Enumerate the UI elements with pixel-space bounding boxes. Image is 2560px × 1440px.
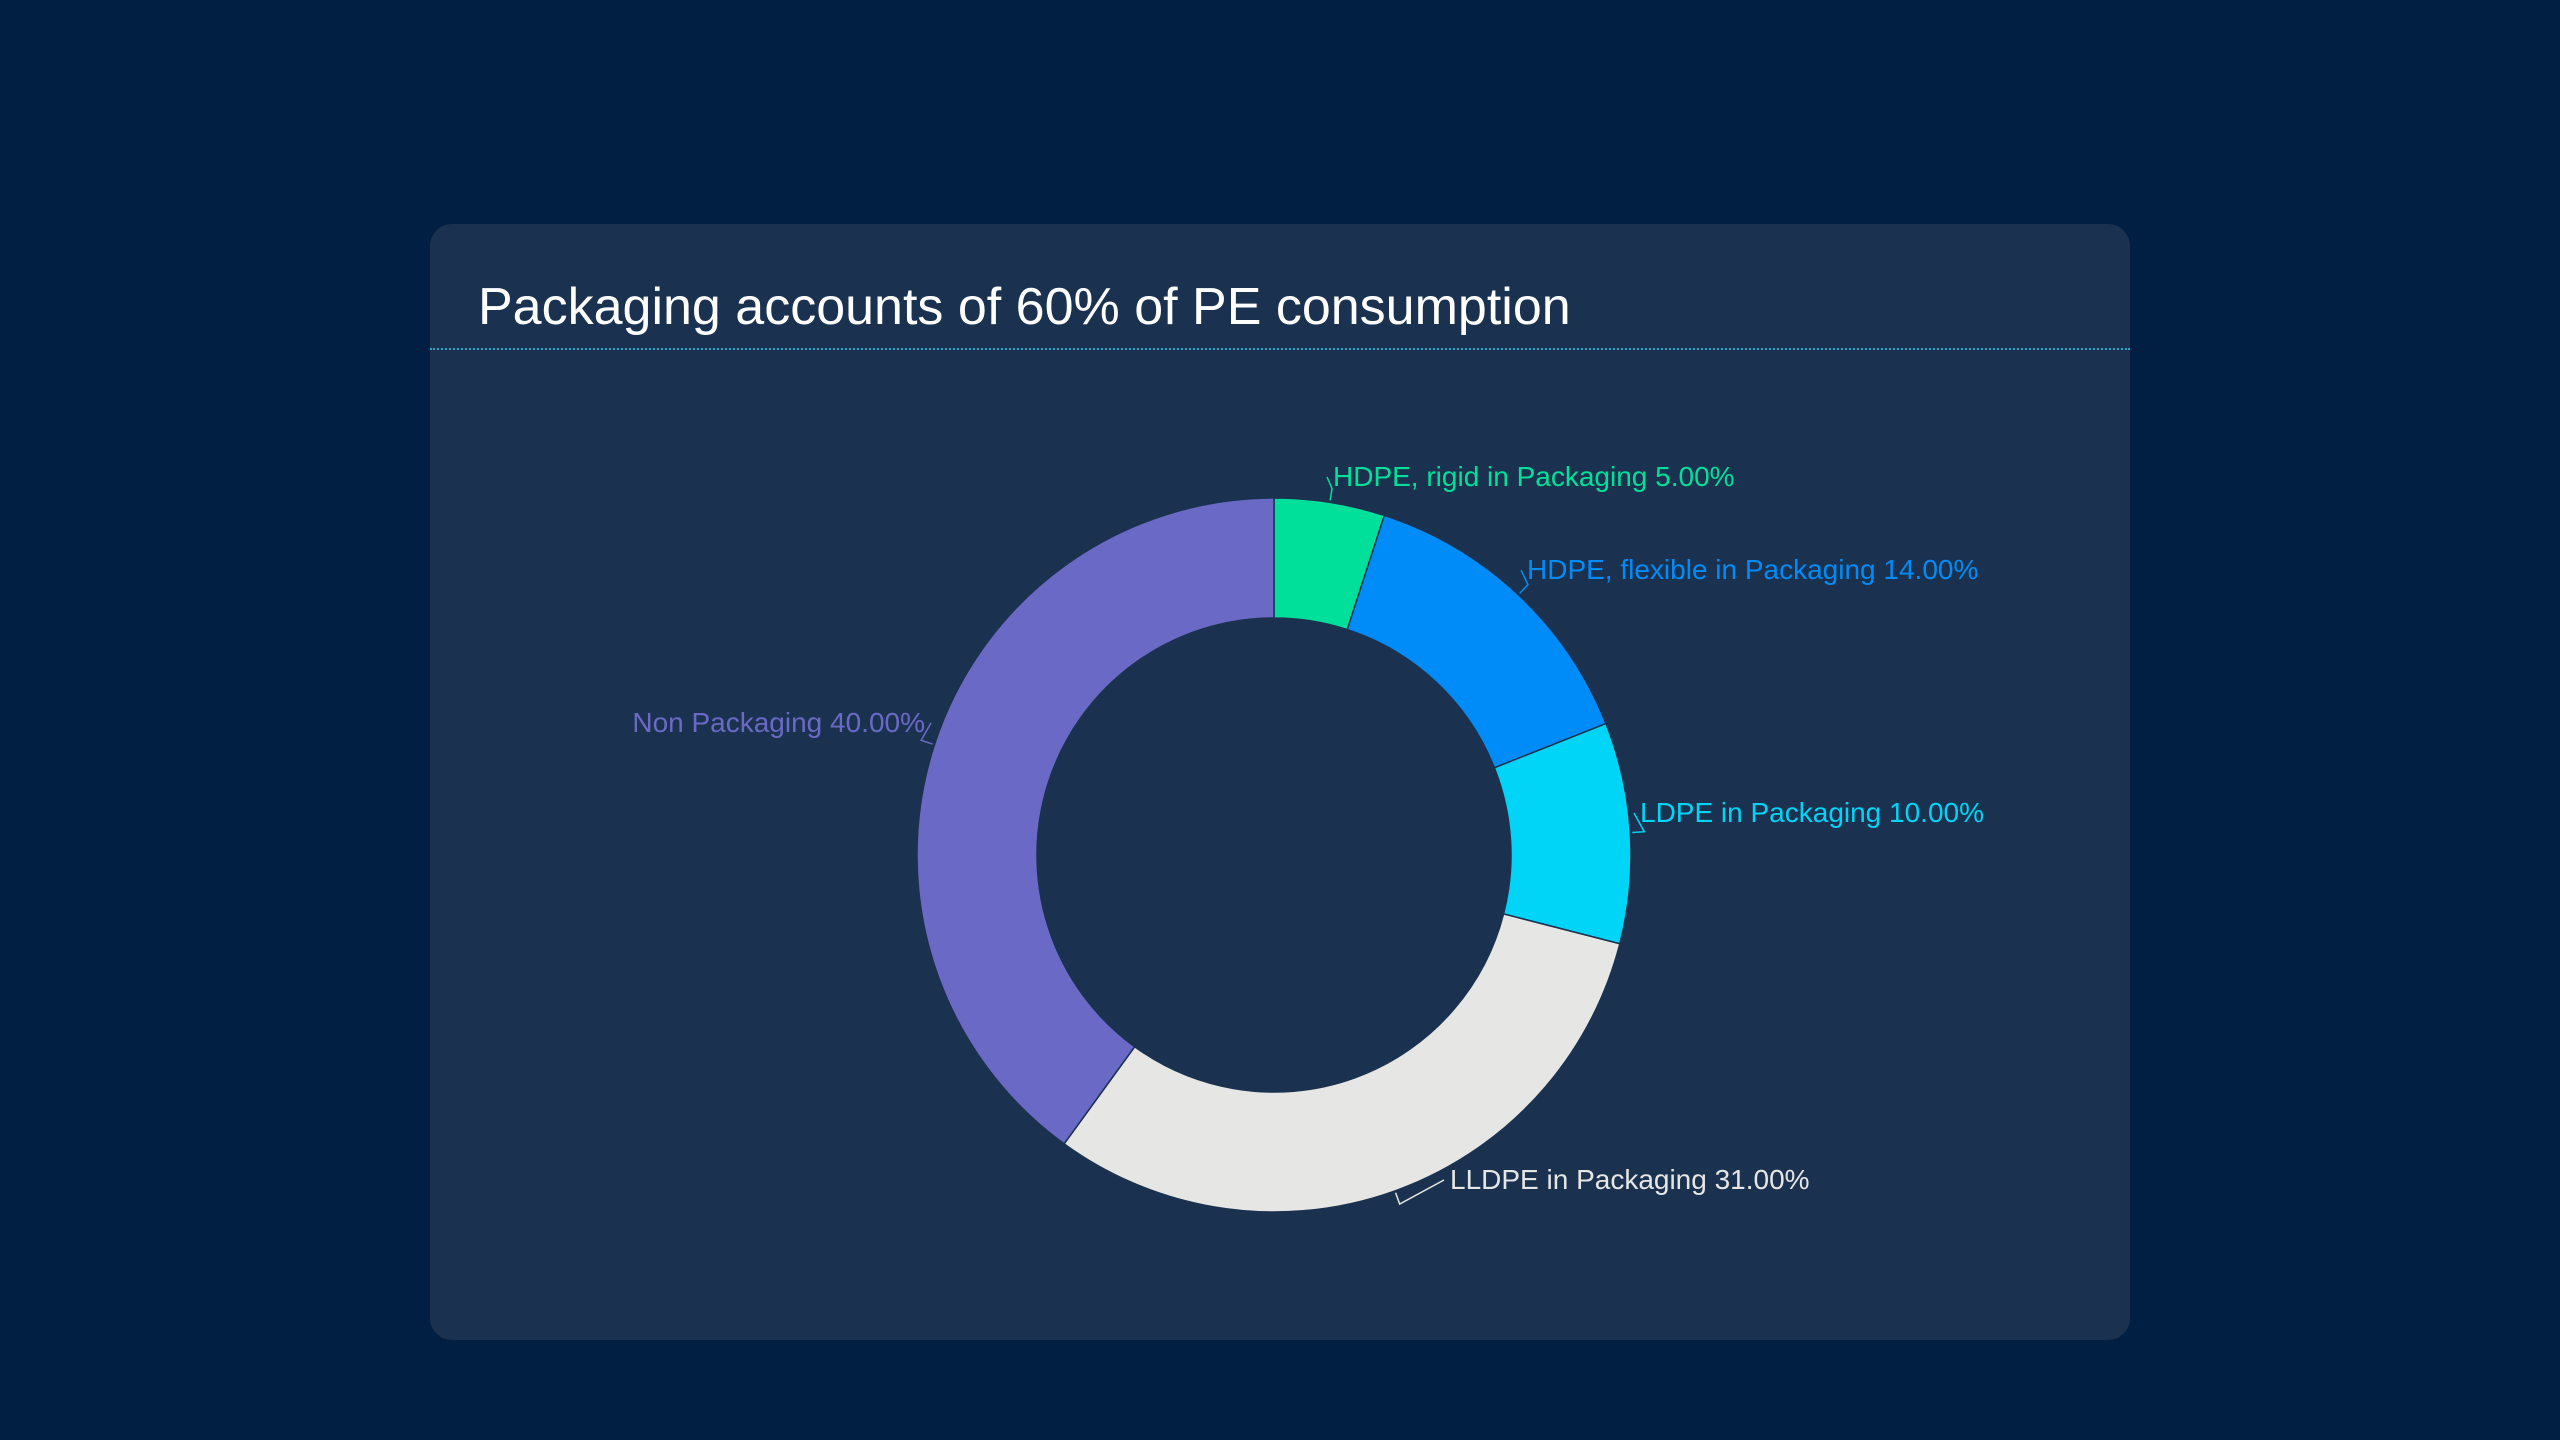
donut-slices (916, 497, 1632, 1213)
title-divider (430, 348, 2130, 350)
leader-line-hdpe-flexible (1519, 569, 1529, 594)
chart-card: Packaging accounts of 60% of PE consumpt… (430, 224, 2130, 1340)
slice-label-hdpe-flexible: HDPE, flexible in Packaging 14.00% (1527, 554, 1978, 585)
leader-line-ldpe (1632, 812, 1646, 834)
slice-label-lldpe: LLDPE in Packaging 31.00% (1450, 1164, 1810, 1195)
leader-line-hdpe-rigid (1326, 476, 1333, 501)
donut-chart: HDPE, rigid in Packaging 5.00% HDPE, flex… (632, 461, 1984, 1213)
leader-lines (920, 476, 1646, 1206)
leader-line-lldpe (1394, 1179, 1445, 1206)
leader-line-non-packaging (920, 722, 933, 745)
slice-labels: HDPE, rigid in Packaging 5.00% HDPE, flex… (632, 461, 1984, 1195)
slice-label-hdpe-rigid: HDPE, rigid in Packaging 5.00% (1333, 461, 1735, 492)
chart-title: Packaging accounts of 60% of PE consumpt… (478, 278, 1571, 336)
slice-lldpe (1063, 913, 1621, 1213)
slice-non-packaging (916, 497, 1275, 1145)
slice-label-non-packaging: Non Packaging 40.00% (632, 707, 925, 738)
slice-label-ldpe: LDPE in Packaging 10.00% (1640, 797, 1984, 828)
